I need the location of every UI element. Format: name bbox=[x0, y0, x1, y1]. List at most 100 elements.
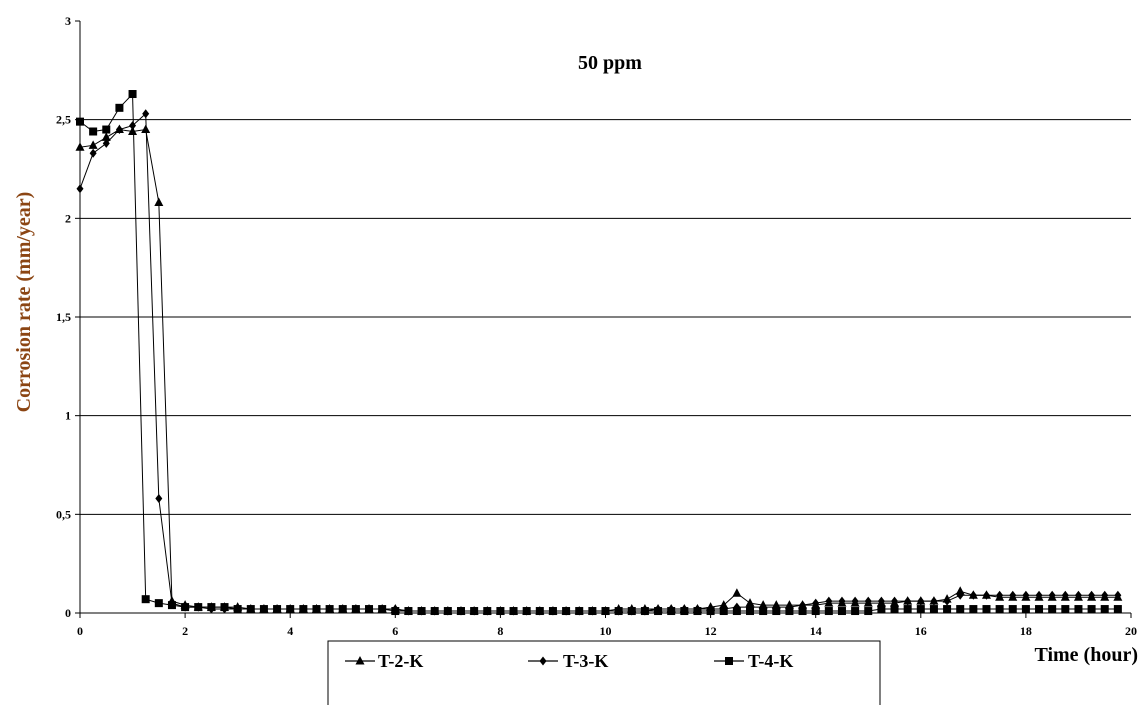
point-T-4-K-78 bbox=[1100, 605, 1109, 614]
y-tick-label-3: 1,5 bbox=[56, 310, 71, 324]
point-T-4-K-11 bbox=[220, 603, 229, 612]
y-tick-label-0: 0 bbox=[65, 606, 71, 620]
point-T-4-K-69 bbox=[982, 605, 991, 614]
y-axis-label: Corrosion rate (mm/year) bbox=[13, 192, 35, 413]
point-T-4-K-5 bbox=[141, 595, 150, 604]
point-T-3-K-62 bbox=[891, 596, 899, 606]
point-T-4-K-72 bbox=[1021, 605, 1030, 614]
point-T-4-K-61 bbox=[877, 605, 886, 614]
point-T-4-K-0 bbox=[76, 117, 84, 126]
point-T-4-K-16 bbox=[286, 605, 295, 614]
point-T-4-K-3 bbox=[115, 103, 124, 112]
point-T-4-K-15 bbox=[273, 605, 282, 614]
point-T-3-K-60 bbox=[864, 596, 872, 606]
point-T-4-K-32 bbox=[496, 607, 505, 616]
point-T-4-K-68 bbox=[969, 605, 978, 614]
gridlines bbox=[80, 119, 1131, 515]
point-T-3-K-3 bbox=[115, 125, 123, 135]
x-tick-label-4: 8 bbox=[497, 624, 503, 638]
point-T-3-K-75 bbox=[1061, 590, 1069, 600]
point-T-4-K-37 bbox=[562, 607, 571, 616]
point-T-3-K-72 bbox=[1022, 590, 1030, 600]
series-T-4-K bbox=[76, 90, 1122, 616]
x-axis-label: Time (hour) bbox=[1034, 644, 1138, 666]
point-T-4-K-74 bbox=[1048, 605, 1057, 614]
point-T-4-K-19 bbox=[325, 605, 334, 614]
point-T-4-K-39 bbox=[588, 607, 597, 616]
point-T-4-K-30 bbox=[470, 607, 479, 616]
x-tick-label-1: 2 bbox=[182, 624, 188, 638]
point-T-4-K-64 bbox=[916, 605, 925, 614]
point-T-3-K-58 bbox=[838, 596, 846, 606]
point-T-4-K-60 bbox=[864, 607, 873, 616]
point-T-3-K-73 bbox=[1035, 590, 1043, 600]
point-T-4-K-55 bbox=[798, 607, 807, 616]
point-T-4-K-31 bbox=[483, 607, 492, 616]
x-tick-label-0: 0 bbox=[77, 624, 83, 638]
point-T-2-K-2 bbox=[101, 132, 111, 141]
y-tick-label-6: 3 bbox=[65, 14, 71, 28]
point-T-4-K-23 bbox=[378, 605, 387, 614]
point-T-2-K-50 bbox=[732, 588, 742, 597]
point-T-2-K-49 bbox=[719, 600, 729, 609]
point-T-2-K-0 bbox=[75, 142, 85, 151]
point-T-4-K-76 bbox=[1074, 605, 1083, 614]
x-tick-label-5: 10 bbox=[600, 624, 612, 638]
point-T-4-K-79 bbox=[1113, 605, 1122, 614]
point-T-3-K-79 bbox=[1114, 590, 1122, 600]
point-T-4-K-22 bbox=[365, 605, 374, 614]
point-T-4-K-46 bbox=[680, 607, 689, 616]
point-T-4-K-77 bbox=[1087, 605, 1096, 614]
point-T-4-K-53 bbox=[772, 607, 781, 616]
point-T-3-K-66 bbox=[943, 596, 951, 606]
point-T-4-K-25 bbox=[404, 607, 413, 616]
legend: T-2-K T-3-K T-4-K bbox=[327, 640, 881, 705]
legend-marker-T-4-K bbox=[725, 657, 733, 665]
y-tick-label-1: 0,5 bbox=[56, 507, 71, 521]
point-T-4-K-38 bbox=[575, 607, 584, 616]
point-T-3-K-59 bbox=[851, 596, 859, 606]
x-tick-label-10: 20 bbox=[1125, 624, 1137, 638]
point-T-4-K-47 bbox=[693, 607, 702, 616]
legend-label-T-4-K: T-4-K bbox=[748, 651, 793, 671]
chart-title: 50 ppm bbox=[578, 52, 642, 74]
legend-label-T-2-K: T-2-K bbox=[378, 651, 423, 671]
point-T-4-K-67 bbox=[956, 605, 965, 614]
point-T-4-K-52 bbox=[759, 607, 768, 616]
point-T-4-K-26 bbox=[417, 607, 426, 616]
legend-marker-T-2-K bbox=[355, 656, 365, 665]
point-T-4-K-44 bbox=[654, 607, 663, 616]
point-T-3-K-56 bbox=[812, 598, 820, 608]
point-T-4-K-65 bbox=[929, 605, 938, 614]
point-T-4-K-41 bbox=[614, 607, 623, 616]
point-T-4-K-18 bbox=[312, 605, 321, 614]
point-T-4-K-63 bbox=[903, 605, 912, 614]
point-T-3-K-76 bbox=[1074, 590, 1082, 600]
x-tick-label-6: 12 bbox=[705, 624, 717, 638]
point-T-4-K-36 bbox=[548, 607, 557, 616]
point-T-4-K-62 bbox=[890, 605, 899, 614]
point-T-4-K-59 bbox=[851, 607, 860, 616]
point-T-3-K-68 bbox=[969, 590, 977, 600]
point-T-4-K-17 bbox=[299, 605, 308, 614]
point-T-2-K-6 bbox=[154, 197, 164, 207]
point-T-3-K-63 bbox=[904, 596, 912, 606]
point-T-3-K-71 bbox=[1009, 590, 1017, 600]
point-T-4-K-21 bbox=[351, 605, 360, 614]
point-T-3-K-78 bbox=[1101, 590, 1109, 600]
point-T-4-K-66 bbox=[943, 605, 952, 614]
point-T-3-K-4 bbox=[129, 121, 137, 131]
point-T-3-K-57 bbox=[825, 596, 833, 606]
point-T-2-K-51 bbox=[745, 598, 755, 607]
y-tick-label-4: 2 bbox=[65, 211, 71, 225]
point-T-4-K-29 bbox=[456, 607, 465, 616]
legend-marker-T-3-K bbox=[539, 656, 547, 666]
point-T-3-K-70 bbox=[996, 590, 1004, 600]
point-T-2-K-67 bbox=[955, 586, 965, 595]
point-T-4-K-6 bbox=[154, 599, 163, 608]
x-tick-label-8: 16 bbox=[915, 624, 927, 638]
point-T-4-K-24 bbox=[391, 607, 400, 616]
y-tick-label-5: 2,5 bbox=[56, 113, 71, 127]
